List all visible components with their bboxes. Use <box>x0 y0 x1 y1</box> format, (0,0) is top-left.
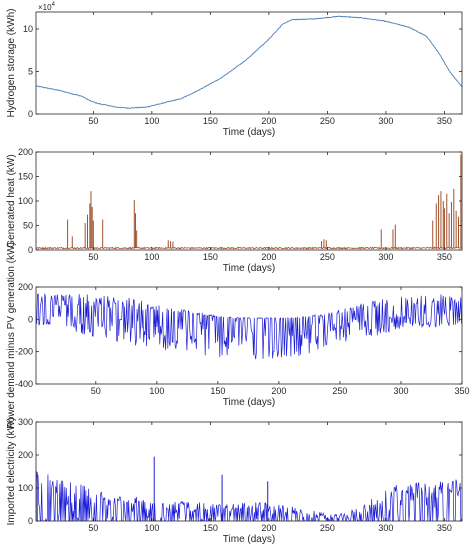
y-exponent-label: ×104 <box>38 2 56 12</box>
x-tick-label: 350 <box>437 523 452 533</box>
x-tick-label: 300 <box>393 386 408 396</box>
x-tick-label: 200 <box>261 116 276 126</box>
x-tick-label: 100 <box>149 386 164 396</box>
y-tick-label: -200 <box>15 347 33 357</box>
axes-box <box>35 11 463 115</box>
axes-box <box>35 421 463 522</box>
data-layer <box>36 154 462 250</box>
x-tick-label: 200 <box>261 252 276 262</box>
data-layer <box>36 456 462 521</box>
y-axis-label: Generated heat (kW) <box>6 154 17 247</box>
y-tick-label: 100 <box>18 483 33 493</box>
series-line <box>36 15 462 109</box>
x-tick-label: 250 <box>320 523 335 533</box>
y-tick-label: -400 <box>15 379 33 389</box>
plot-area <box>36 12 462 114</box>
y-axis-label: Hydrogen storage (kWh) <box>6 9 17 118</box>
x-axis-label: Time (days) <box>223 534 275 545</box>
x-tick-label: 100 <box>144 116 159 126</box>
series-line <box>36 470 462 521</box>
y-tick-label: 10 <box>23 24 33 34</box>
x-axis-label: Time (days) <box>223 397 275 408</box>
y-axis-label: Power demand minus PV generation (kW) <box>6 242 17 429</box>
plot-area <box>36 422 462 521</box>
x-tick-label: 150 <box>203 116 218 126</box>
x-axis-label: Time (days) <box>223 127 275 138</box>
x-axis-label: Time (days) <box>223 263 275 274</box>
x-tick-label: 250 <box>320 252 335 262</box>
y-tick-label: 5 <box>28 67 33 77</box>
axes-box <box>35 286 463 385</box>
x-tick-label: 200 <box>271 386 286 396</box>
data-layer <box>36 293 462 360</box>
x-tick-label: 350 <box>437 252 452 262</box>
y-tick-label: 200 <box>18 147 33 157</box>
y-tick-label: 0 <box>28 109 33 119</box>
x-tick-label: 350 <box>454 386 469 396</box>
y-tick-label: 50 <box>23 221 33 231</box>
y-tick-label: 0 <box>28 314 33 324</box>
y-tick-label: 0 <box>28 516 33 526</box>
subplot-4: 50 100 150 200 250 300 350 0 100 200 300 Time (days… <box>6 417 463 545</box>
data-layer <box>36 15 462 109</box>
x-tick-label: 100 <box>144 252 159 262</box>
x-tick-label: 350 <box>437 116 452 126</box>
y-axis-label: Imported electricity (kW) <box>6 418 17 526</box>
x-tick-label: 150 <box>203 252 218 262</box>
x-tick-label: 50 <box>88 252 98 262</box>
x-tick-label: 200 <box>261 523 276 533</box>
y-tick-label: 200 <box>18 282 33 292</box>
subplot-1: 50 100 150 200 250 300 350 0 5 10 Time (days) Hydro… <box>6 2 463 138</box>
x-tick-label: 150 <box>210 386 225 396</box>
x-tick-label: 150 <box>203 523 218 533</box>
x-tick-label: 300 <box>378 252 393 262</box>
x-tick-label: 300 <box>378 523 393 533</box>
x-tick-label: 300 <box>378 116 393 126</box>
series-line <box>36 293 462 360</box>
y-tick-label: 200 <box>18 450 33 460</box>
series-line <box>36 246 462 250</box>
plot-area <box>36 152 462 250</box>
x-tick-label: 50 <box>88 523 98 533</box>
y-tick-label: 300 <box>18 417 33 427</box>
x-tick-label: 50 <box>88 116 98 126</box>
y-tick-label: 100 <box>18 196 33 206</box>
y-tick-label: 150 <box>18 172 33 182</box>
x-tick-label: 250 <box>320 116 335 126</box>
x-tick-label: 100 <box>144 523 159 533</box>
x-tick-label: 250 <box>332 386 347 396</box>
x-tick-label: 50 <box>91 386 101 396</box>
y-tick-label: 0 <box>28 245 33 255</box>
